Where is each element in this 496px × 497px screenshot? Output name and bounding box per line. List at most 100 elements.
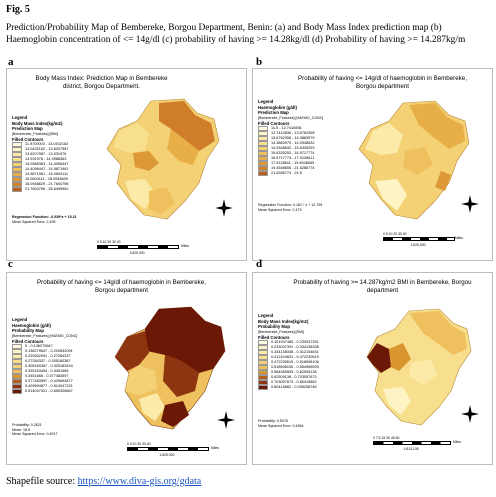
panel-b-map bbox=[358, 100, 470, 220]
caption-line-1: Prediction/Probability Map of Bembereke,… bbox=[6, 23, 442, 33]
legend-class-row: 13.6762358 - 14.3883979 bbox=[258, 135, 323, 142]
legend-heading: Body Mass Index(kg/m2) bbox=[258, 318, 309, 324]
legend-swatch bbox=[258, 125, 268, 132]
contour-zone bbox=[365, 123, 403, 155]
legend-class-label: 13.6762358 - 14.3883979 bbox=[271, 136, 315, 140]
panel-c-title: Probability of having <= 14g/dl of haemo… bbox=[37, 279, 206, 294]
legend-class-label: 0.412104631 - 0.472230619 bbox=[271, 355, 319, 359]
legend-class-row: 0.27284337 - 0.305160367 bbox=[12, 358, 77, 365]
legend-class-label: 13.931976 - 14.0988363 bbox=[25, 157, 67, 161]
legend-class-label: 14.3883979 - 14.9348632 bbox=[271, 141, 315, 145]
legend-class-label: 0.27284337 - 0.305160367 bbox=[25, 359, 71, 363]
legend-class-label: 21.6286774 - 24.5 bbox=[271, 171, 302, 175]
legend-class-label: 0.80415862 - 0.935258746 bbox=[271, 385, 317, 389]
legend-swatch bbox=[258, 160, 268, 167]
panel-b-letter: b bbox=[256, 56, 263, 68]
legend-class-row: 17.9128611 - 19.4548655 bbox=[258, 160, 323, 167]
scale-ticks: 0 5 10 20 30 40 bbox=[383, 232, 407, 236]
regression-function: Regression Function: -0.039*x + 15.21 bbox=[12, 215, 77, 219]
legend-class-label: 0.136279647 - 0.220632091 bbox=[25, 349, 73, 353]
panel-a: Body Mass Index: Prediction Map in Bembe… bbox=[6, 68, 247, 261]
legend-swatch bbox=[258, 349, 268, 356]
legend-class-label: 16.5717774 - 17.9128611 bbox=[271, 156, 315, 160]
panel-d-map bbox=[366, 308, 472, 426]
legend-class-label: 0.233037391 - 0.334138338 bbox=[271, 345, 319, 349]
legend-class-row: 0.233037391 - 0.334138338 bbox=[258, 344, 319, 351]
legend-class-label: 0.514047321 - 0.650326867 bbox=[25, 389, 73, 393]
legend-map-type: Probability Map bbox=[258, 324, 290, 329]
source-link[interactable]: https://www.diva-gis.org/gdata bbox=[77, 476, 202, 487]
legend-class-row: 0.518598106 - 0.564965593 bbox=[258, 364, 319, 371]
panel-d: Probability of having >= 14.287kg/m2 BMI… bbox=[252, 272, 493, 465]
panel-b-legend: Legend Haemoglobin (g/dl) Prediction Map… bbox=[258, 99, 323, 177]
legend-class-row: 11.5 - 12.7410836 bbox=[258, 125, 323, 132]
contour-zone bbox=[409, 103, 465, 149]
panel-c: Probability of having <= 14g/dl of haemo… bbox=[6, 272, 247, 465]
panel-d-letter: d bbox=[256, 258, 263, 270]
legend-class-label: 16.0604111 - 18.0948629 bbox=[25, 177, 68, 181]
panel-c-legend: Legend Haemoglobin (g/dl) Probability Ma… bbox=[12, 317, 77, 395]
legend-heading: Body Mass Index(kg/m2) bbox=[12, 120, 63, 126]
legend-class-row: 0.3451666 - 0.377483597 bbox=[12, 373, 77, 380]
legend-swatch bbox=[258, 339, 268, 346]
legend-class-row: 13.0432162 - 13.6207987 bbox=[12, 146, 69, 153]
legend-class-label: 18.0948629 - 21.7604796 bbox=[25, 182, 69, 186]
legend-swatch bbox=[258, 364, 268, 371]
scale-unit: Miles bbox=[211, 446, 219, 450]
panel-b: Probability of having <= 14g/dl of haemo… bbox=[252, 68, 493, 261]
legend-class-row: 0.136279647 - 0.220632091 bbox=[12, 348, 77, 355]
scale-ticks: 0 5 10 20 30 40 bbox=[97, 240, 121, 244]
panel-c-stats: Probability: 0.2621 Mean: 15.5 Mean Squa… bbox=[12, 423, 58, 437]
legend-heading: Haemoglobin (g/dl) bbox=[258, 104, 297, 110]
panel-c-letter: c bbox=[8, 258, 13, 270]
legend-map-type: Prediction Map bbox=[12, 126, 43, 131]
legend-class-label: 11.9700003 - 13.0432162 bbox=[25, 142, 69, 146]
legend-class-row: 0.703057673 - 0.80415862 bbox=[258, 379, 319, 386]
legend-title: Legend bbox=[12, 115, 28, 120]
legend-contours-label: Filled Contours bbox=[258, 334, 290, 340]
figure-caption: Prediction/Probability Map of Bembereke,… bbox=[6, 22, 494, 46]
panel-a-title: Body Mass Index: Prediction Map in Bembe… bbox=[35, 75, 168, 90]
scale-ratio: 1:625,000 bbox=[159, 453, 175, 457]
legend-swatch bbox=[12, 378, 22, 385]
legend-swatch bbox=[258, 379, 268, 386]
legend-swatch bbox=[12, 181, 22, 188]
legend-class-label: 13.0432162 - 13.6207987 bbox=[25, 147, 69, 151]
legend-class-row: 11.9700003 - 13.0432162 bbox=[12, 141, 69, 148]
legend-swatch bbox=[12, 141, 22, 148]
legend-class-label: 0 - 0.136279647 bbox=[25, 344, 53, 348]
legend-swatch bbox=[12, 166, 22, 173]
legend-swatch bbox=[258, 374, 268, 381]
legend-contours-label: Filled Contours bbox=[12, 338, 44, 344]
legend-swatch bbox=[12, 146, 22, 153]
legend-class-row: 0.305160367 - 0.325163494 bbox=[12, 363, 77, 370]
legend-swatch bbox=[12, 171, 22, 178]
legend-class-label: 0.377483597 - 0.429694877 bbox=[25, 379, 73, 383]
legend-class-label: 0.3451666 - 0.377483597 bbox=[25, 374, 69, 378]
scale-ratio: 1:625,000 bbox=[410, 243, 426, 247]
contour-zone bbox=[389, 343, 411, 371]
legend-class-row: 21.6286774 - 24.5 bbox=[258, 170, 323, 177]
legend-class-row: 0.101937465 - 0.233037391 bbox=[258, 339, 319, 346]
legend-class-label: 14.0988363 - 14.4098447 bbox=[25, 162, 69, 166]
contour-zone bbox=[409, 311, 467, 355]
panel-d-stats: Probability: 0.5078 Mean Squared Error: … bbox=[258, 419, 304, 428]
legend-class-label: 11.5 - 12.7410836 bbox=[271, 126, 302, 130]
legend-class-label: 12.7410836 - 13.6762358 bbox=[271, 131, 315, 135]
legend-class-row: 0.325163494 - 0.3451666 bbox=[12, 368, 77, 375]
legend-swatch bbox=[12, 156, 22, 163]
panel-d-title: Probability of having >= 14.287kg/m2 BMI… bbox=[293, 279, 472, 294]
legend-swatch bbox=[12, 353, 22, 360]
legend-class-label: 0.62509138 - 0.703057673 bbox=[271, 375, 317, 379]
source-label: Shapefile source: bbox=[6, 476, 78, 487]
legend-class-row: 19.4548655 - 21.6286774 bbox=[258, 165, 323, 172]
contour-zone bbox=[149, 187, 175, 215]
north-arrow-icon bbox=[459, 403, 481, 425]
legend-class-label: 0.101937465 - 0.233037391 bbox=[271, 340, 319, 344]
panel-a-stats: Regression Function: -0.039*x + 15.21 Me… bbox=[12, 215, 77, 224]
legend-swatch bbox=[258, 344, 268, 351]
legend-swatch bbox=[258, 155, 268, 162]
legend-class-row: 0.62509138 - 0.703057673 bbox=[258, 374, 319, 381]
mean-value: Mean: 15.5 bbox=[12, 427, 30, 432]
legend-layer: [Bembereke_Features] [BMI] bbox=[12, 131, 58, 136]
